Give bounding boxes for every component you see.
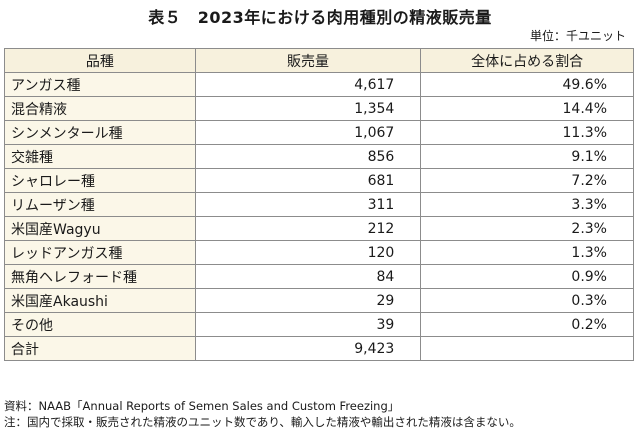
header-row: 品種 販売量 全体に占める割合	[4, 48, 634, 73]
cell-breed: 合計	[4, 336, 196, 361]
cell-breed: レッドアンガス種	[4, 240, 196, 265]
cell-share: 1.3%	[420, 240, 634, 265]
table-row: レッドアンガス種 120 1.3%	[4, 240, 634, 265]
source-note: 資料：NAAB「Annual Reports of Semen Sales an…	[4, 399, 400, 413]
cell-breed: その他	[4, 312, 196, 337]
cell-share: 0.3%	[420, 288, 634, 313]
cell-sales: 4,617	[194, 72, 422, 97]
header-sales: 販売量	[194, 48, 422, 73]
table-row: アンガス種 4,617 49.6%	[4, 72, 634, 97]
cell-share: 0.2%	[420, 312, 634, 337]
cell-sales: 212	[194, 216, 422, 241]
table-title: 表５ 2023年における肉用種別の精液販売量	[148, 8, 492, 27]
cell-share: 9.1%	[420, 144, 634, 169]
cell-share: 14.4%	[420, 96, 634, 121]
table-row: その他 39 0.2%	[4, 312, 634, 337]
cell-sales: 84	[194, 264, 422, 289]
cell-breed: シンメンタール種	[4, 120, 196, 145]
cell-sales: 311	[194, 192, 422, 217]
cell-breed: 交雑種	[4, 144, 196, 169]
cell-breed: 無角ヘレフォード種	[4, 264, 196, 289]
cell-sales: 120	[194, 240, 422, 265]
table-row: 混合精液 1,354 14.4%	[4, 96, 634, 121]
table-row: リムーザン種 311 3.3%	[4, 192, 634, 217]
cell-share	[420, 336, 634, 361]
table-row: 米国産Wagyu 212 2.3%	[4, 216, 634, 241]
cell-share: 2.3%	[420, 216, 634, 241]
notes: 資料：NAAB「Annual Reports of Semen Sales an…	[4, 398, 521, 430]
cell-share: 11.3%	[420, 120, 634, 145]
cell-breed: シャロレー種	[4, 168, 196, 193]
unit-label: 単位：千ユニット	[529, 29, 626, 43]
cell-sales: 39	[194, 312, 422, 337]
sales-table: 品種 販売量 全体に占める割合 アンガス種 4,617 49.6% 混合精液 1,354…	[4, 48, 634, 361]
header-breed: 品種	[4, 48, 196, 73]
table-row: 合計 9,423	[4, 336, 634, 361]
cell-breed: 米国産Akaushi	[4, 288, 196, 313]
cell-breed: 米国産Wagyu	[4, 216, 196, 241]
cell-sales: 681	[194, 168, 422, 193]
cell-sales: 9,423	[194, 336, 422, 361]
header-share: 全体に占める割合	[420, 48, 634, 73]
cell-sales: 856	[194, 144, 422, 169]
cell-sales: 29	[194, 288, 422, 313]
cell-sales: 1,067	[194, 120, 422, 145]
table-row: 米国産Akaushi 29 0.3%	[4, 288, 634, 313]
cell-share: 49.6%	[420, 72, 634, 97]
cell-breed: 混合精液	[4, 96, 196, 121]
table-row: 無角ヘレフォード種 84 0.9%	[4, 264, 634, 289]
cell-breed: リムーザン種	[4, 192, 196, 217]
footnote: 注：国内で採取・販売された精液のユニット数であり、輸入した精液や輸出された精液は…	[4, 415, 521, 429]
cell-breed: アンガス種	[4, 72, 196, 97]
table-row: シャロレー種 681 7.2%	[4, 168, 634, 193]
table-row: シンメンタール種 1,067 11.3%	[4, 120, 634, 145]
cell-share: 0.9%	[420, 264, 634, 289]
cell-share: 7.2%	[420, 168, 634, 193]
cell-sales: 1,354	[194, 96, 422, 121]
cell-share: 3.3%	[420, 192, 634, 217]
table-row: 交雑種 856 9.1%	[4, 144, 634, 169]
